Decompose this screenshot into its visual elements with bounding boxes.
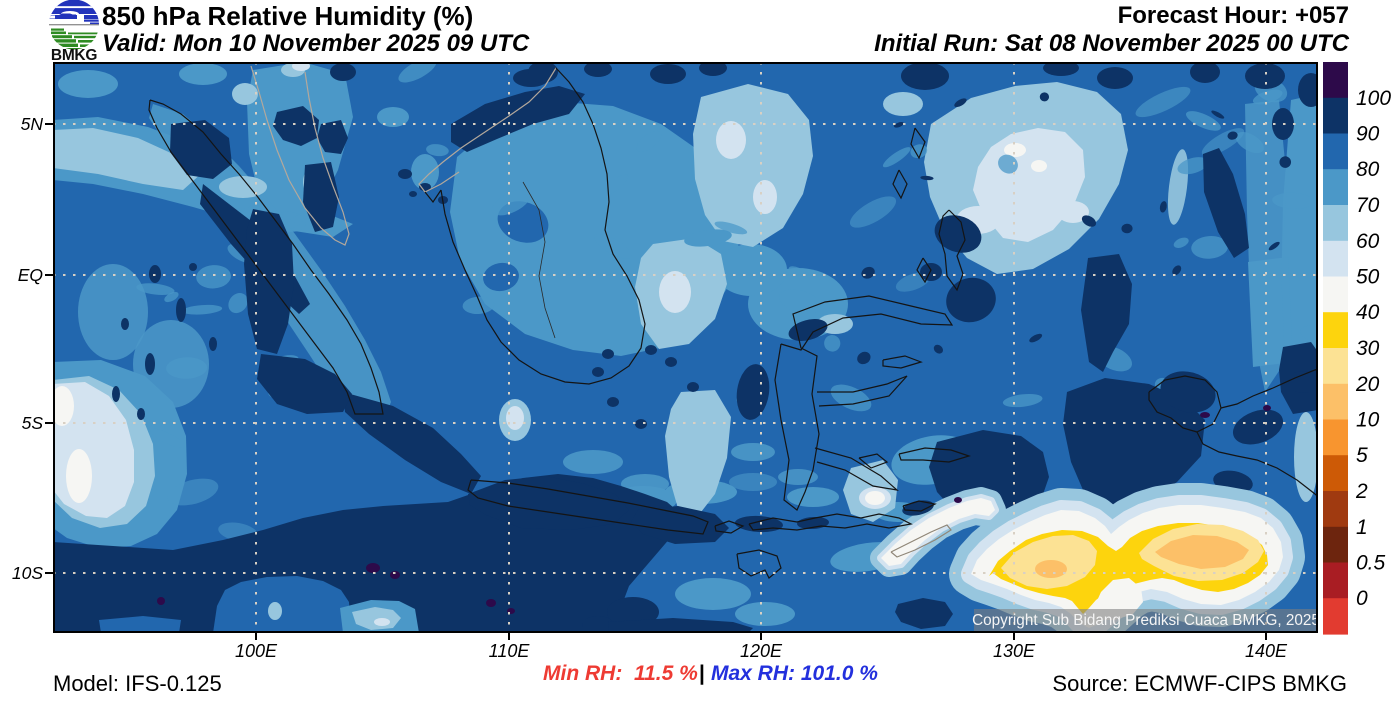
svg-text:5: 5 bbox=[1356, 444, 1368, 467]
svg-text:2: 2 bbox=[1355, 480, 1368, 503]
svg-text:BMKG: BMKG bbox=[51, 47, 97, 62]
svg-text:50: 50 bbox=[1356, 266, 1380, 289]
svg-text:Copyright Sub Bidang Prediksi: Copyright Sub Bidang Prediksi Cuaca BMKG… bbox=[972, 612, 1318, 629]
svg-text:0: 0 bbox=[1356, 587, 1368, 610]
svg-text:90: 90 bbox=[1356, 123, 1380, 146]
svg-text:1: 1 bbox=[1356, 516, 1368, 539]
svg-text:0.5: 0.5 bbox=[1356, 552, 1386, 575]
svg-text:20: 20 bbox=[1355, 373, 1380, 396]
svg-text:40: 40 bbox=[1356, 301, 1380, 324]
svg-text:60: 60 bbox=[1356, 230, 1380, 253]
svg-text:80: 80 bbox=[1356, 158, 1380, 181]
svg-text:10: 10 bbox=[1356, 409, 1380, 432]
svg-text:70: 70 bbox=[1356, 194, 1380, 217]
svg-text:30: 30 bbox=[1356, 337, 1380, 360]
svg-text:100: 100 bbox=[1356, 87, 1391, 110]
